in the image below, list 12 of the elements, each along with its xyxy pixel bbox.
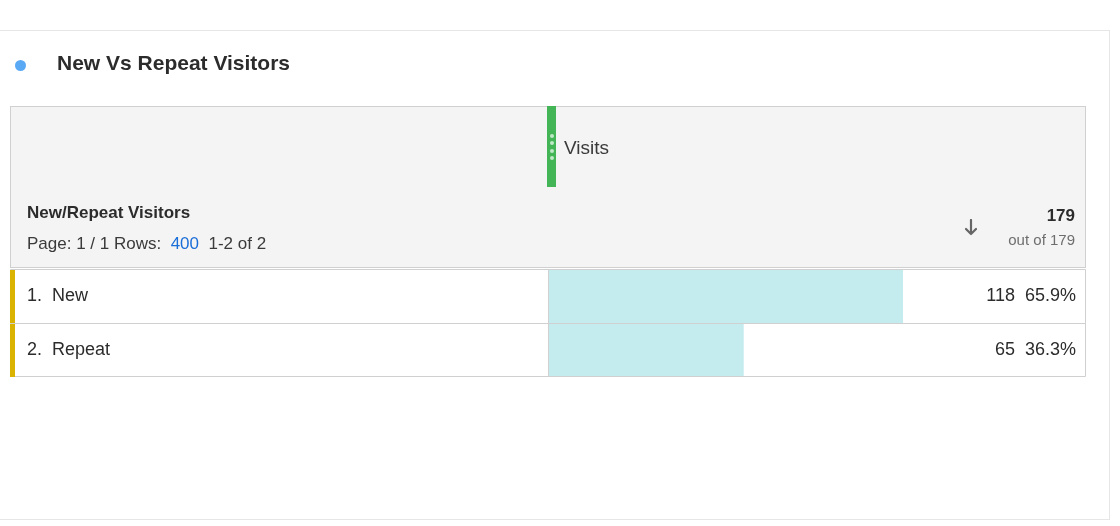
text: 400 [170,234,200,253]
text: Page: 1 / 1 Rows: [27,234,162,253]
text: out of 179 [1008,231,1075,248]
text: Visits [564,137,610,159]
y-axis-title: New/Repeat Visitors [27,203,191,223]
data-label: 65 36.3% [994,338,1076,359]
text: 1-2 of 2 [208,234,267,253]
data-label: 118 65.9% [986,284,1076,305]
y-tick-label: 2. Repeat [27,338,111,359]
text: 179 [1046,206,1075,226]
y-tick-label: 1. New [27,284,90,305]
text: New Vs Repeat Visitors [57,51,291,75]
